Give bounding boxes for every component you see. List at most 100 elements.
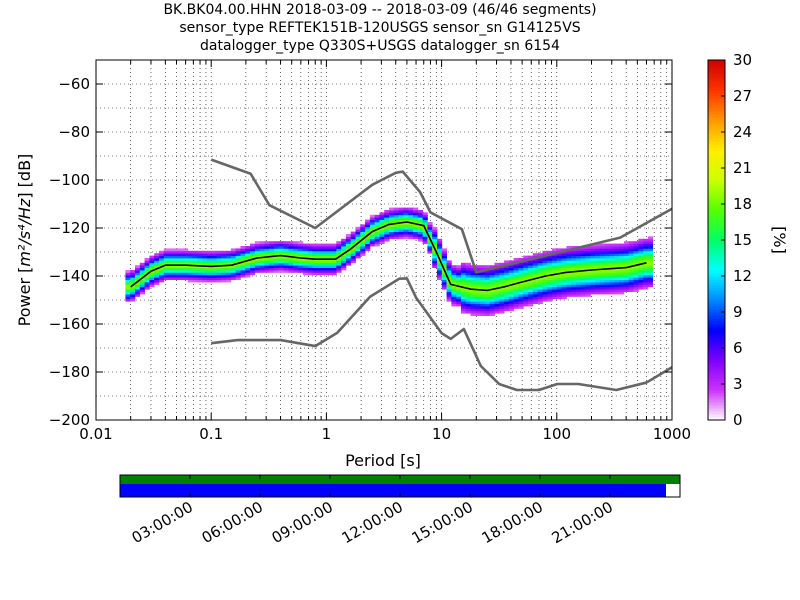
heatmap-cell [489, 277, 495, 280]
heatmap-cell [537, 298, 543, 302]
heatmap-cell [638, 255, 644, 259]
heatmap-cell [590, 279, 596, 283]
heatmap-cell [369, 222, 376, 225]
heatmap-cell [480, 274, 486, 278]
heatmap-cell [633, 241, 639, 244]
heatmap-cell [460, 262, 467, 266]
heatmap-cell [250, 250, 256, 254]
heatmap-cell [475, 291, 481, 295]
colorbar-tick-label: 3 [733, 375, 743, 393]
heatmap-cell [494, 291, 500, 295]
heatmap-cell [451, 272, 457, 276]
heatmap-cell [566, 246, 572, 249]
heatmap-cell [139, 274, 145, 278]
heatmap-cell [331, 270, 337, 273]
heatmap-cell [182, 255, 189, 259]
heatmap-cell [154, 253, 160, 256]
heatmap-cell [446, 284, 452, 288]
heatmap-cell [470, 284, 476, 288]
heatmap-cell [297, 270, 304, 273]
heatmap-cell [451, 265, 457, 268]
heatmap-cell [369, 217, 376, 220]
heatmap-cell [240, 274, 246, 278]
heatmap-cell [643, 284, 649, 288]
heatmap-cell [513, 306, 519, 309]
heatmap-cell [389, 234, 395, 237]
heatmap-cell [436, 274, 443, 278]
heatmap-cell [566, 253, 572, 256]
heatmap-cell [633, 250, 639, 254]
heatmap-cell [638, 272, 644, 276]
heatmap-cell [379, 236, 385, 240]
heatmap-cell [178, 265, 184, 268]
heatmap-cell [513, 289, 519, 292]
heatmap-cell [427, 246, 433, 249]
heatmap-cell [331, 265, 337, 268]
heatmap-cell [182, 253, 189, 256]
heatmap-cell [274, 250, 280, 254]
heatmap-cell [552, 294, 558, 297]
heatmap-cell [250, 262, 256, 266]
heatmap-cell [528, 289, 534, 292]
colorbar-segment [708, 297, 725, 301]
heatmap-cell [163, 277, 169, 280]
heatmap-cell [130, 291, 136, 295]
heatmap-cell [369, 243, 376, 247]
heatmap-cell [240, 272, 246, 276]
heatmap-cell [643, 262, 649, 266]
heatmap-cell [206, 260, 213, 264]
heatmap-cell [254, 248, 261, 252]
heatmap-cell [552, 248, 558, 252]
heatmap-cell [628, 250, 634, 254]
heatmap-cell [599, 260, 606, 264]
heatmap-cell [576, 260, 582, 264]
heatmap-cell [504, 270, 510, 273]
heatmap-cell [297, 246, 304, 249]
heatmap-cell [274, 258, 280, 261]
heatmap-cell [542, 279, 548, 283]
heatmap-cell [561, 270, 567, 273]
colorbar-segment [708, 366, 725, 370]
heatmap-cell [532, 286, 539, 290]
heatmap-cell [446, 267, 452, 271]
heatmap-cell [350, 260, 356, 264]
heatmap-cell [187, 260, 193, 264]
colorbar-segment [708, 171, 725, 175]
heatmap-cell [537, 265, 543, 268]
heatmap-cell [422, 212, 428, 216]
heatmap-cell [633, 265, 639, 268]
heatmap-cell [341, 241, 347, 244]
heatmap-cell [441, 279, 447, 283]
heatmap-cell [595, 279, 601, 283]
heatmap-cell [499, 279, 505, 283]
heatmap-cell [542, 265, 548, 268]
heatmap-cell [422, 234, 428, 237]
heatmap-cell [456, 303, 462, 307]
heatmap-cell [599, 253, 606, 256]
heatmap-cell [547, 260, 553, 264]
heatmap-cell [163, 270, 169, 273]
heatmap-cell [384, 236, 390, 240]
heatmap-cell [408, 224, 414, 228]
colorbar-segment [708, 240, 725, 244]
heatmap-cell [604, 270, 610, 273]
heatmap-cell [623, 260, 630, 264]
heatmap-cell [283, 253, 289, 256]
heatmap-cell [556, 289, 563, 292]
heatmap-cell [178, 270, 184, 273]
heatmap-cell [149, 265, 155, 268]
heatmap-cell [614, 284, 620, 288]
heatmap-cell [192, 262, 198, 266]
heatmap-cell [619, 246, 625, 249]
heatmap-cell [139, 282, 145, 285]
heatmap-cell [360, 234, 366, 237]
heatmap-cell [513, 274, 519, 278]
heatmap-cell [576, 282, 582, 285]
colorbar-segment [708, 348, 725, 352]
heatmap-cell [523, 282, 529, 285]
heatmap-cell [537, 284, 543, 288]
colorbar-segment [708, 279, 725, 283]
heatmap-cell [571, 258, 577, 261]
heatmap-cell [647, 260, 654, 264]
heatmap-cell [480, 298, 486, 302]
